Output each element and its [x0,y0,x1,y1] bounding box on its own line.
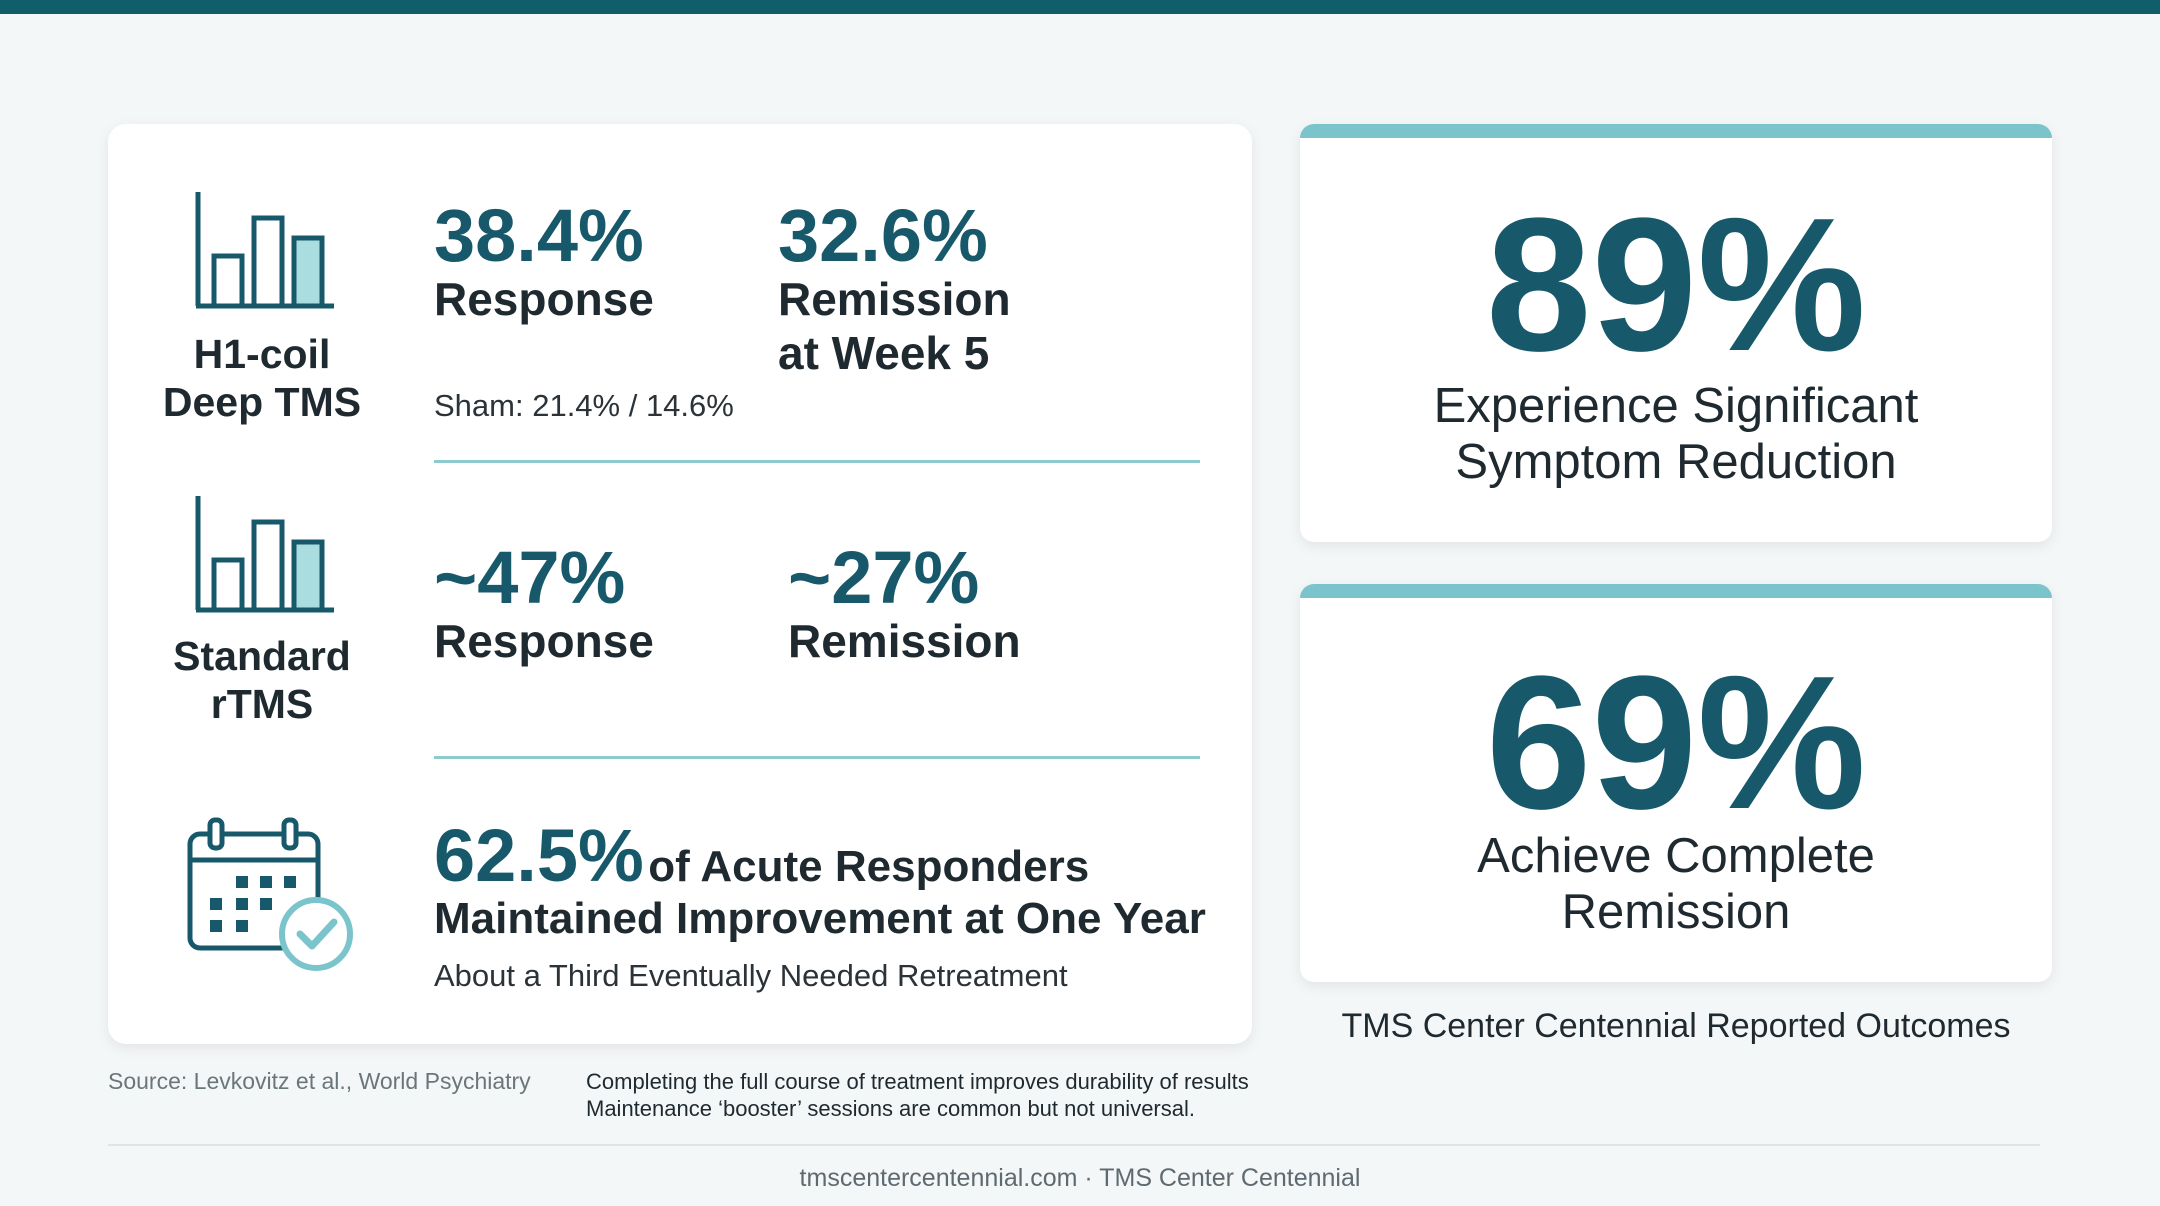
rtms-remission-value: ~27% [788,536,980,619]
outcome-card-remission: 69% Achieve Complete Remission [1300,584,2052,982]
outcome-description: Experience Significant Symptom Reduction [1433,379,1919,489]
outcome-card-symptom-reduction: 89% Experience Significant Symptom Reduc… [1300,124,2052,542]
card-accent-bar [1300,124,2052,138]
outcome-value: 89% [1485,179,1867,391]
row-divider [434,756,1200,759]
treatment-stats-card: H1-coil Deep TMS 38.4% Response 32.6% Re… [108,124,1252,1044]
top-accent-bar [0,0,2160,14]
footer-divider [108,1144,2040,1146]
bar-chart-icon [186,188,336,323]
bar-chart-icon [186,492,336,627]
standard-rtms-label: Standard rTMS [173,633,351,727]
rtms-response-value: ~47% [434,536,626,619]
h1-response-label: Response [434,273,654,325]
outcome-value: 69% [1485,637,1867,849]
maintenance-headline-rest: of Acute Responders [648,842,1090,891]
note-line: Completing the full course of treatment … [586,1069,1249,1094]
h1-remission-value: 32.6% [778,194,988,277]
h1-remission-label: Remission at Week 5 [778,273,1011,379]
h1-response-value: 38.4% [434,194,644,277]
outcomes-caption: TMS Center Centennial Reported Outcomes [1341,1007,2011,1045]
rtms-response-label: Response [434,615,654,667]
source-citation: Source: Levkovitz et al., World Psychiat… [108,1068,531,1094]
calendar-check-icon [186,816,356,981]
maintenance-value: 62.5% [434,814,644,897]
h1-coil-label: H1-coil Deep TMS [162,331,362,425]
treatment-notes: Completing the full course of treatment … [586,1068,1249,1122]
maintenance-headline-line2: Maintained Improvement at One Year [434,894,1206,943]
note-line: Maintenance ‘booster’ sessions are commo… [586,1096,1195,1121]
row-divider [434,460,1200,463]
outcome-description: Achieve Complete Remission [1477,829,1875,939]
maintenance-headline: 62.5% of Acute Responders [434,816,1089,896]
rtms-remission-label: Remission [788,615,1021,667]
sham-note: Sham: 21.4% / 14.6% [434,388,734,423]
maintenance-subtext: About a Third Eventually Needed Retreatm… [434,958,1068,993]
card-accent-bar [1300,584,2052,598]
footer-text: tmscentercentennial.com · TMS Center Cen… [799,1164,1361,1192]
